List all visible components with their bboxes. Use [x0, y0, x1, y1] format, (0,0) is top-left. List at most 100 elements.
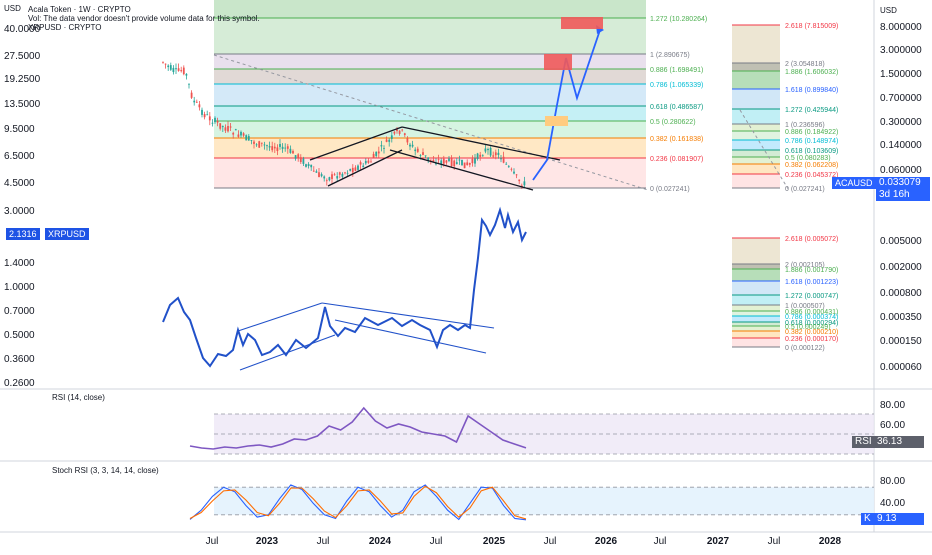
stoch-title[interactable]: Stoch RSI (3, 3, 14, 14, close) [52, 466, 159, 475]
aca-candle-body [341, 173, 344, 177]
right-price-axis[interactable]: 8.000000 3.000000 1.500000 0.700000 0.300000… [880, 22, 922, 373]
stoch-rsi-pane: 80.00 40.00 [189, 476, 905, 521]
xrp-line-series [162, 206, 527, 368]
aca-candle-body [414, 149, 417, 152]
fib-xrp-level-label: 2 (0.002105) [785, 262, 825, 269]
aca-candle-body [484, 148, 487, 152]
aca-candle-body [318, 172, 320, 178]
fib-xrp-band [732, 338, 780, 347]
flag-upper-left [309, 126, 403, 161]
aca-candle-body [419, 155, 422, 156]
fib-main-band [214, 106, 646, 121]
aca-candle-body [463, 162, 466, 169]
right-tick-label: 0.002000 [880, 262, 922, 273]
fib-xrp-level-label: 1.886 (0.001790) [785, 267, 838, 274]
aca-candle-body [375, 151, 378, 156]
acausd-countdown-badge: 3d 16h [876, 189, 930, 201]
fib-retracement-xrp-right[interactable]: 2.618 (0.005072) 2 (0.002105)1.886 (0.001… [732, 236, 838, 352]
stoch-k-label-badge: K [861, 513, 874, 525]
time-tick-label: Jul [206, 536, 219, 547]
aca-candle-body [164, 63, 167, 65]
aca-candle-body [520, 185, 523, 187]
aca-candle-body [203, 114, 206, 118]
acausd-label-badge: ACAUSD [832, 177, 876, 189]
aca-candle-body [476, 153, 479, 160]
rsi-label-badge: RSI [852, 436, 875, 448]
aca-candle-body [455, 162, 458, 165]
left-price-axis[interactable]: 40.0000 27.5000 19.2500 13.5000 9.5000 6.5000… [4, 24, 41, 389]
aca-candle-body [370, 161, 372, 163]
aca-candle-body [479, 154, 482, 157]
aca-candle-body [383, 148, 385, 149]
aca-candle-body [193, 100, 196, 103]
aca-candle-body [500, 158, 502, 160]
aca-candle-body [258, 141, 261, 148]
price-projection[interactable] [532, 17, 604, 181]
aca-candle-body [185, 73, 188, 76]
aca-candle-body [284, 147, 287, 149]
rsi-title[interactable]: RSI (14, close) [52, 393, 105, 402]
right-tick-label: 0.000150 [880, 336, 922, 347]
aca-candle-body [201, 109, 203, 115]
aca-candle-body [271, 146, 274, 151]
aca-candle-body [240, 131, 242, 136]
xrp-tick-label: 1.4000 [4, 258, 35, 269]
dashed-trendline[interactable] [213, 54, 791, 193]
aca-candle-body [299, 157, 302, 163]
aca-candle-body [492, 155, 495, 157]
aca-candle-body [255, 144, 258, 146]
fib-xrp-band [732, 264, 780, 269]
aca-candle-body [211, 122, 214, 124]
right-tick-label: 0.140000 [880, 140, 922, 151]
fib-xrp-level-label: 2.618 (0.005072) [785, 236, 838, 243]
aca-candle-body [188, 83, 190, 85]
left-tick-label: 19.2500 [4, 74, 41, 85]
aca-candle-body [445, 160, 448, 163]
fib-aca-level-label: 0.886 (0.184922) [785, 129, 838, 136]
fib-xrp-level-label: 1.272 (0.000747) [785, 293, 838, 300]
aca-candle-body [380, 145, 383, 147]
fib-main-level-label: 0.786 (1.065339) [650, 82, 703, 89]
aca-candle-body [292, 150, 294, 154]
aca-candle-body [411, 144, 414, 147]
aca-candle-body [281, 146, 284, 149]
symbol-title[interactable]: Acala Token · 1W · CRYPTO [28, 5, 131, 14]
aca-candle-body [232, 132, 235, 135]
time-axis[interactable]: Jul 2023 Jul 2024 Jul 2025 Jul 2026 Jul 2027 Jul 20… [206, 536, 842, 547]
aca-candle-body [388, 139, 391, 142]
aca-candle-body [219, 123, 222, 129]
fib-aca-level-label: 2.618 (7.815009) [785, 23, 838, 30]
right-tick-label: 8.000000 [880, 22, 922, 33]
aca-candle-body [364, 160, 367, 164]
time-tick-label: 2023 [256, 536, 279, 547]
fib-retracement-aca-right[interactable]: 2.618 (7.815009) 2 (3.054818)1.886 (1.606… [732, 23, 838, 193]
aca-candle-body [289, 148, 292, 153]
aca-candle-body [351, 167, 354, 173]
compare-symbol[interactable]: XRPUSD · CRYPTO [28, 23, 102, 32]
fib-retracement-main[interactable]: 1.272 (10.280264) 1 (2.890675) 0.886 (1.69… [214, 0, 707, 193]
aca-candle-body [162, 61, 164, 63]
xrp-tick-label: 0.7000 [4, 306, 35, 317]
fib-main-band-top [214, 0, 646, 18]
time-tick-label: Jul [654, 536, 667, 547]
aca-candle-body [510, 168, 513, 170]
rsi-tick-label: 60.00 [880, 420, 905, 431]
time-tick-label: 2026 [595, 536, 618, 547]
fib-xrp-level-label: 1.618 (0.001223) [785, 279, 838, 286]
aca-candle-body [177, 68, 180, 71]
aca-candle-body [294, 155, 297, 159]
right-tick-label: 0.300000 [880, 117, 922, 128]
aca-candle-body [442, 158, 445, 164]
pattern-drawings[interactable] [237, 126, 561, 371]
aca-candle-body [494, 152, 497, 156]
aca-candle-body [458, 159, 461, 161]
right-tick-label: 0.000800 [880, 288, 922, 299]
aca-candle-body [416, 148, 419, 152]
fib-aca-level-label: 0.786 (0.148974) [785, 138, 838, 145]
aca-candle-body [453, 160, 456, 167]
aca-candle-body [325, 180, 328, 182]
aca-candle-body [393, 131, 396, 134]
fib-xrp-level-label: 0.786 (0.000374) [785, 314, 838, 321]
time-tick-label: Jul [430, 536, 443, 547]
